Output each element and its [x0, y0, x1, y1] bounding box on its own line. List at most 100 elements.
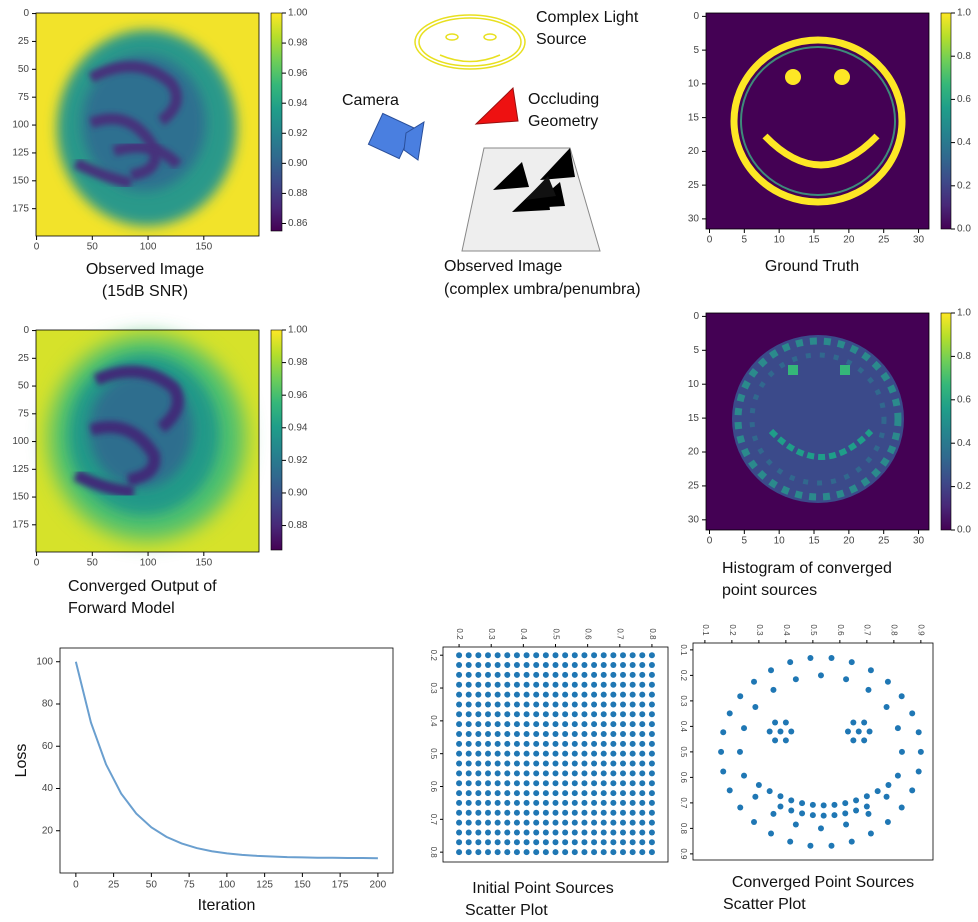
point — [553, 682, 559, 688]
point — [475, 672, 481, 678]
point — [504, 721, 510, 727]
point — [581, 849, 587, 855]
point — [524, 672, 530, 678]
point — [639, 672, 645, 678]
point — [649, 682, 655, 688]
y-tick-label: 75 — [18, 408, 30, 419]
point — [831, 812, 837, 818]
image-eye — [840, 365, 850, 375]
image-eye — [788, 365, 798, 375]
point — [591, 692, 597, 698]
point — [485, 800, 491, 806]
colorbar-tick-label: 1.00 — [288, 8, 308, 19]
point — [466, 692, 472, 698]
light-source-eye — [484, 34, 496, 40]
caption: Ground Truth — [765, 258, 859, 275]
point — [591, 672, 597, 678]
y-tick-label: 0.6 — [429, 781, 438, 793]
point — [562, 662, 568, 668]
y-tick-label: 40 — [42, 783, 54, 794]
point — [572, 741, 578, 747]
point — [639, 711, 645, 717]
point — [620, 652, 626, 658]
x-tick-label: 0.5 — [809, 624, 818, 636]
point — [572, 839, 578, 845]
point — [514, 800, 520, 806]
colorbar-tick-label: 0.2 — [957, 481, 971, 492]
x-axis-label: Iteration — [198, 897, 256, 914]
point — [572, 800, 578, 806]
point — [861, 720, 867, 726]
x-tick-label: 0.2 — [728, 624, 737, 636]
point — [553, 849, 559, 855]
point — [620, 849, 626, 855]
point — [485, 662, 491, 668]
point — [533, 731, 539, 737]
caption: Scatter Plot — [723, 896, 806, 913]
point — [821, 813, 827, 819]
point — [514, 810, 520, 816]
point — [649, 810, 655, 816]
point — [649, 741, 655, 747]
point — [620, 701, 626, 707]
point — [895, 725, 901, 731]
point — [849, 839, 855, 845]
x-tick-label: 50 — [87, 558, 99, 569]
point — [610, 662, 616, 668]
point — [864, 793, 870, 799]
point — [524, 849, 530, 855]
point — [850, 737, 856, 743]
x-tick-label: 15 — [808, 235, 820, 246]
colorbar-tick-label: 0.98 — [288, 38, 308, 49]
point — [485, 692, 491, 698]
point — [562, 692, 568, 698]
point — [610, 829, 616, 835]
point — [899, 804, 905, 810]
y-tick-label: 100 — [12, 436, 29, 447]
x-tick-label: 5 — [742, 235, 748, 246]
colorbar — [941, 313, 951, 530]
point — [514, 701, 520, 707]
point — [649, 849, 655, 855]
point — [553, 780, 559, 786]
axes-frame — [693, 643, 933, 860]
point — [475, 810, 481, 816]
point — [868, 830, 874, 836]
point — [630, 820, 636, 826]
point — [504, 820, 510, 826]
point — [562, 780, 568, 786]
y-tick-label: 15 — [688, 413, 700, 424]
point — [639, 701, 645, 707]
point — [899, 749, 905, 755]
point — [867, 728, 873, 734]
point — [485, 741, 491, 747]
point — [524, 721, 530, 727]
y-tick-label: 0.7 — [429, 814, 438, 826]
point — [591, 652, 597, 658]
x-tick-label: 5 — [742, 536, 748, 547]
x-tick-label: 30 — [913, 536, 925, 547]
point — [620, 721, 626, 727]
point — [504, 662, 510, 668]
point — [727, 710, 733, 716]
y-tick-label: 10 — [688, 379, 700, 390]
point — [572, 770, 578, 776]
x-tick-label: 0.5 — [551, 628, 560, 640]
y-tick-label: 0.8 — [429, 847, 438, 859]
y-tick-label: 0 — [23, 325, 29, 336]
point — [630, 721, 636, 727]
point — [514, 820, 520, 826]
point — [533, 820, 539, 826]
point — [572, 780, 578, 786]
point — [620, 741, 626, 747]
point — [630, 672, 636, 678]
point — [466, 829, 472, 835]
point — [787, 659, 793, 665]
point — [649, 770, 655, 776]
point — [466, 849, 472, 855]
image — [36, 330, 259, 552]
point — [514, 652, 520, 658]
point — [630, 682, 636, 688]
point — [533, 751, 539, 757]
point — [821, 802, 827, 808]
